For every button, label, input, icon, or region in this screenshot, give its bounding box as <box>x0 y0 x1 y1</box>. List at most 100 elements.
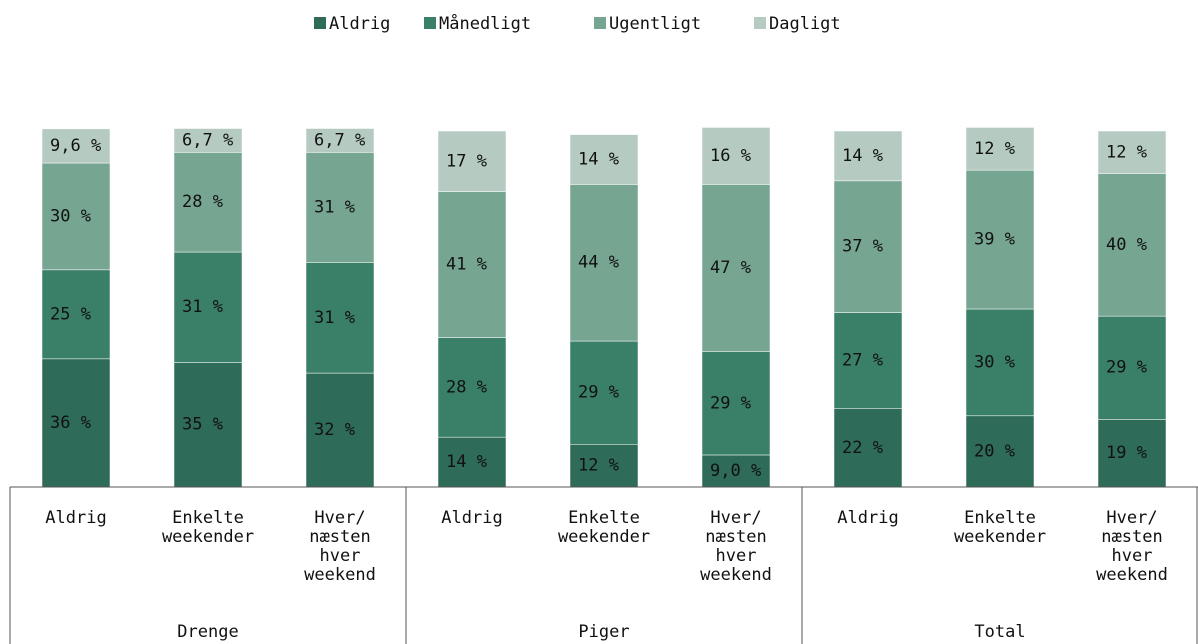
data-label: 22 % <box>842 438 883 458</box>
x-tick-line: weekender <box>954 527 1046 547</box>
x-tick-line: Aldrig <box>837 508 898 528</box>
bar-segment <box>305 372 375 488</box>
x-tick-line: Enkelte <box>964 508 1036 528</box>
group-label: Drenge <box>177 622 238 642</box>
x-tick-line: Hver/ <box>1106 508 1157 528</box>
bar-segment <box>437 337 507 438</box>
x-tick-line: weekend <box>700 565 772 585</box>
data-label: 20 % <box>974 441 1015 461</box>
x-tick-line: weekender <box>162 527 254 547</box>
x-tick-line: Enkelte <box>172 508 244 528</box>
group-label: Piger <box>578 622 629 642</box>
bar-segment <box>569 340 639 445</box>
data-label: 27 % <box>842 351 883 371</box>
x-tick-label: Enkelte weekender <box>162 508 254 547</box>
data-label: 9,6 % <box>50 136 101 156</box>
bar-segment <box>833 312 903 409</box>
bar-segment <box>173 128 243 153</box>
bar-segment <box>965 415 1035 488</box>
x-tick-label: Enkelte weekender <box>558 508 650 547</box>
bar-segment <box>701 454 771 488</box>
x-tick-label: Aldrig <box>45 508 106 528</box>
data-label: 14 % <box>842 146 883 166</box>
bar-segment <box>173 152 243 253</box>
bar-segment <box>1097 130 1167 174</box>
data-label: 14 % <box>578 149 619 169</box>
bar-segment <box>1097 315 1167 420</box>
data-label: 47 % <box>710 258 751 278</box>
data-label: 44 % <box>578 253 619 273</box>
x-tick-label: Hver/næsten hver weekend <box>1096 508 1168 585</box>
x-tick-line: Enkelte <box>568 508 640 528</box>
bar-segment <box>41 269 111 360</box>
data-label: 28 % <box>182 192 223 212</box>
bar-segment <box>965 169 1035 310</box>
data-label: 12 % <box>974 139 1015 159</box>
x-tick-line: weekend <box>1096 565 1168 585</box>
data-label: 6,7 % <box>314 130 365 150</box>
x-tick-line: næsten <box>309 527 370 547</box>
data-label: 30 % <box>50 206 91 226</box>
x-tick-label: Aldrig <box>837 508 898 528</box>
data-label: 40 % <box>1106 235 1147 255</box>
legend-label: Aldrig <box>329 14 390 34</box>
bar-segment <box>437 191 507 338</box>
x-tick-line: Aldrig <box>441 508 502 528</box>
data-label: 28 % <box>446 377 487 397</box>
bar-segment <box>833 408 903 488</box>
x-tick-label: Aldrig <box>441 508 502 528</box>
bar-segment <box>173 362 243 488</box>
data-label: 32 % <box>314 420 355 440</box>
bar-segment <box>701 351 771 456</box>
bar-segment <box>569 444 639 488</box>
bar-segment <box>1097 419 1167 488</box>
legend-swatch <box>314 17 326 29</box>
data-label: 31 % <box>314 198 355 218</box>
data-label: 35 % <box>182 415 223 435</box>
data-label: 31 % <box>314 308 355 328</box>
x-tick-line: Aldrig <box>45 508 106 528</box>
bar-segment <box>305 152 375 263</box>
x-tick-line: Hver/ <box>314 508 365 528</box>
data-label: 36 % <box>50 413 91 433</box>
legend-swatch <box>594 17 606 29</box>
bar-segment <box>965 127 1035 171</box>
x-tick-line: næsten <box>1101 527 1162 547</box>
bar-segment <box>173 251 243 363</box>
bar-segment <box>833 130 903 182</box>
data-label: 25 % <box>50 304 91 324</box>
x-tick-line: hver <box>1112 546 1153 566</box>
bar-segment <box>833 180 903 313</box>
bar-segment <box>41 128 111 164</box>
x-tick-line: hver <box>320 546 361 566</box>
data-label: 17 % <box>446 151 487 171</box>
data-label: 37 % <box>842 237 883 257</box>
data-label: 6,7 % <box>182 130 233 150</box>
bar-segment <box>701 184 771 352</box>
legend-label: Ugentligt <box>609 14 701 34</box>
data-label: 12 % <box>578 456 619 476</box>
data-label: 29 % <box>1106 358 1147 378</box>
legend-swatch <box>754 17 766 29</box>
bar-segment <box>437 130 507 192</box>
data-label: 16 % <box>710 146 751 166</box>
data-label: 29 % <box>578 383 619 403</box>
legend-swatch <box>424 17 436 29</box>
bar-segment <box>305 262 375 374</box>
bar-segment <box>569 184 639 342</box>
data-label: 30 % <box>974 352 1015 372</box>
x-tick-line: weekender <box>558 527 650 547</box>
bar-segment <box>701 127 771 185</box>
bar-segment <box>41 358 111 488</box>
data-label: 29 % <box>710 393 751 413</box>
legend-label: Dagligt <box>769 14 841 34</box>
data-label: 41 % <box>446 255 487 275</box>
x-tick-label: Hver/næsten hver weekend <box>304 508 376 585</box>
legend-label: Månedligt <box>439 13 531 34</box>
x-tick-line: weekend <box>304 565 376 585</box>
bar-segment <box>437 436 507 488</box>
data-label: 19 % <box>1106 443 1147 463</box>
data-label: 12 % <box>1106 142 1147 162</box>
data-label: 31 % <box>182 297 223 317</box>
